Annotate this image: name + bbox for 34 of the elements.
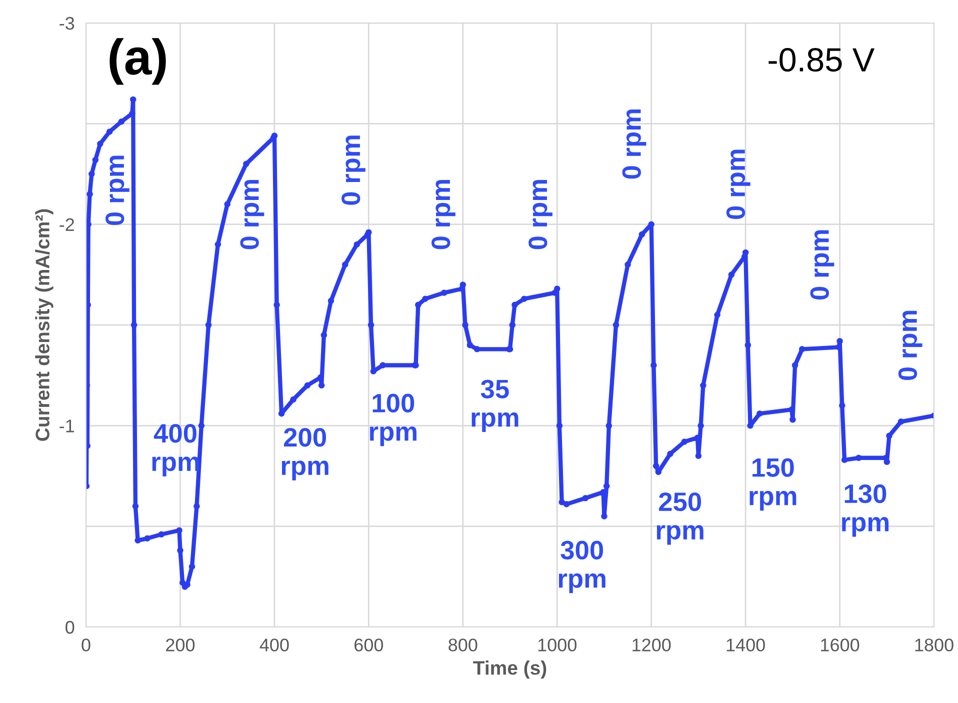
annotation: 150 rpm (750, 458, 796, 511)
annotation: 0 rpm (810, 230, 834, 300)
x-tick-label: 800 (448, 638, 478, 652)
annotation: 100 rpm (370, 394, 416, 446)
annotation: 0 rpm (726, 150, 750, 219)
x-tick-label: 200 (166, 638, 195, 652)
y-tick-label: 0 (66, 620, 74, 634)
y-tick-label: -1 (60, 420, 74, 432)
x-tick-label: 1200 (632, 638, 671, 652)
annotation: (a) (110, 38, 166, 85)
x-tick-label: 400 (260, 638, 289, 652)
annotation: 0 rpm (342, 136, 366, 205)
annotation: -0.85 V (768, 48, 875, 72)
x-tick-label: 1600 (821, 638, 860, 652)
annotation: 0 rpm (240, 180, 264, 250)
annotation: 0 rpm (622, 110, 646, 179)
x-tick-label: 0 (82, 638, 90, 652)
annotation: 200 rpm (282, 428, 328, 480)
y-tick-label: -3 (60, 16, 74, 30)
annotation: 250 rpm (656, 492, 704, 545)
y-axis-title: Current density (mA/cm²) (35, 209, 54, 441)
x-tick-label: 600 (354, 638, 384, 652)
annotation: 35 rpm (472, 380, 518, 432)
x-tick-label: 1000 (538, 638, 576, 652)
annotation: 0 rpm (528, 180, 552, 250)
annotation: 300 rpm (558, 540, 606, 594)
x-axis-title: Time (s) (473, 660, 546, 679)
annotation: 130 rpm (842, 484, 889, 537)
x-tick-label: 1400 (726, 638, 765, 652)
y-tick-label: -2 (60, 218, 74, 231)
annotation: 0 rpm (898, 310, 922, 380)
annotation: 0 rpm (105, 156, 130, 225)
x-tick-label: 1800 (915, 638, 954, 652)
annotation: 0 rpm (432, 180, 456, 250)
